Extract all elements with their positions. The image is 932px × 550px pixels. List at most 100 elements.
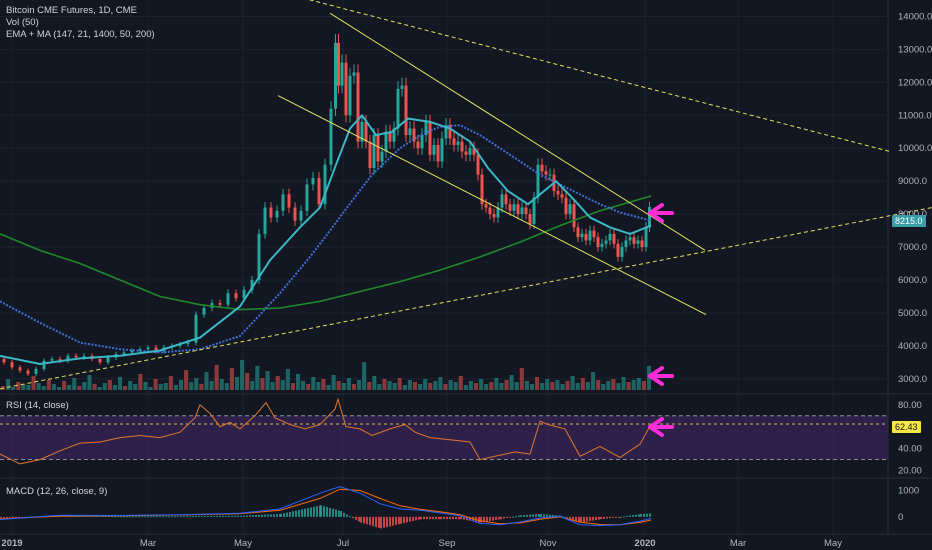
volume-bar bbox=[189, 382, 194, 390]
macd-pane[interactable] bbox=[0, 486, 652, 529]
price-tick-label: 6000.0 bbox=[898, 275, 927, 286]
rsi-pane[interactable] bbox=[0, 397, 888, 465]
price-tick-label: 10000.0 bbox=[898, 143, 932, 154]
candle-body bbox=[311, 177, 315, 185]
volume-bar bbox=[499, 383, 504, 390]
macd-histogram-bar bbox=[429, 516, 431, 520]
macd-histogram-bar bbox=[378, 516, 380, 528]
volume-bar bbox=[250, 381, 255, 390]
candle-body bbox=[424, 121, 428, 136]
pink-arrow-icon bbox=[648, 417, 674, 437]
macd-histogram-bar bbox=[380, 516, 382, 529]
macd-legend[interactable]: MACD (12, 26, close, 9) bbox=[6, 486, 108, 497]
volume-bar bbox=[529, 384, 535, 390]
macd-histogram-bar bbox=[452, 516, 454, 520]
candle-body bbox=[146, 347, 150, 350]
volume-bar bbox=[641, 381, 646, 390]
volume-bar bbox=[545, 379, 550, 390]
macd-histogram-bar bbox=[572, 516, 574, 520]
volume-bar bbox=[148, 387, 153, 390]
candle-body bbox=[226, 293, 230, 305]
candle-body bbox=[432, 144, 436, 155]
candle-body bbox=[484, 204, 488, 208]
macd-histogram-bar bbox=[535, 514, 537, 517]
macd-histogram-bar bbox=[392, 516, 394, 526]
time-axis[interactable]: 2019 Mar May Jul Sep Nov 2020 Mar May bbox=[1, 538, 842, 549]
volume-bar bbox=[270, 382, 275, 390]
volume-bar bbox=[560, 384, 565, 390]
volume-bar bbox=[443, 384, 448, 390]
ma-legend[interactable]: EMA + MA (147, 21, 1400, 50, 200) bbox=[6, 29, 155, 40]
macd-histogram-bar bbox=[346, 514, 348, 517]
volume-bar bbox=[21, 384, 26, 390]
volume-bar bbox=[463, 385, 468, 390]
candle-body bbox=[560, 194, 564, 198]
macd-histogram-bar bbox=[592, 516, 594, 521]
symbol-title[interactable]: Bitcoin CME Futures, 1D, CME bbox=[6, 5, 137, 16]
macd-histogram-bar bbox=[526, 514, 528, 517]
candle-body bbox=[2, 359, 6, 363]
macd-histogram-bar bbox=[538, 514, 540, 517]
macd-histogram-bar bbox=[552, 514, 554, 517]
volume-bar bbox=[321, 379, 326, 390]
macd-histogram-bar bbox=[343, 512, 345, 517]
rsi-tick-label: 80.00 bbox=[898, 400, 922, 411]
volume-bar bbox=[514, 382, 519, 390]
macd-histogram-bar bbox=[463, 516, 465, 520]
volume-bar bbox=[509, 375, 514, 390]
candle-body bbox=[74, 355, 78, 358]
macd-histogram-bar bbox=[329, 507, 331, 517]
volume-bar bbox=[362, 362, 367, 390]
rsi-legend[interactable]: RSI (14, close) bbox=[6, 400, 69, 411]
candle-body bbox=[488, 207, 492, 215]
volume-bar bbox=[275, 376, 280, 390]
price-tick-label: 13000.0 bbox=[898, 44, 932, 55]
pink-arrow-icon bbox=[648, 366, 674, 386]
macd-histogram-bar bbox=[249, 515, 251, 517]
macd-histogram-bar bbox=[3, 516, 5, 518]
candle-body bbox=[464, 151, 468, 155]
price-axis[interactable]: 14000.0 13000.0 12000.0 11000.0 10000.0 9000.… bbox=[898, 11, 932, 522]
macd-histogram-bar bbox=[0, 516, 2, 518]
candle-body bbox=[460, 141, 464, 152]
volume-legend[interactable]: Vol (50) bbox=[6, 17, 39, 28]
volume-bar bbox=[36, 383, 41, 390]
macd-histogram-bar bbox=[326, 507, 328, 517]
macd-histogram-bar bbox=[478, 516, 480, 523]
macd-histogram-bar bbox=[225, 515, 227, 517]
candle-body bbox=[376, 135, 380, 162]
candle-body bbox=[440, 138, 444, 162]
candle-body bbox=[556, 191, 560, 195]
macd-histogram-bar bbox=[638, 514, 640, 517]
macd-histogram-bar bbox=[270, 514, 272, 517]
macd-histogram-bar bbox=[492, 516, 494, 521]
time-tick-label: May bbox=[234, 538, 252, 549]
price-tick-label: 8000.0 bbox=[898, 209, 927, 220]
candle-body bbox=[624, 240, 628, 248]
macd-histogram-bar bbox=[295, 510, 297, 517]
candle-body bbox=[344, 62, 348, 116]
candle-body bbox=[584, 233, 588, 241]
volume-bar bbox=[341, 383, 346, 390]
candle-body bbox=[122, 352, 126, 355]
macd-histogram-bar bbox=[261, 514, 263, 517]
macd-histogram-bar bbox=[646, 513, 648, 517]
volume-bar bbox=[280, 380, 285, 390]
macd-histogram-bar bbox=[498, 516, 500, 520]
volume-bar bbox=[616, 383, 621, 390]
candle-body bbox=[528, 214, 532, 224]
macd-histogram-bar bbox=[338, 510, 340, 517]
candle-body bbox=[58, 359, 62, 361]
macd-histogram-bar bbox=[201, 516, 203, 518]
price-tick-label: 7000.0 bbox=[898, 242, 927, 253]
macd-histogram-bar bbox=[18, 516, 20, 518]
macd-histogram-bar bbox=[606, 516, 608, 519]
macd-histogram-bar bbox=[313, 506, 315, 517]
price-pane[interactable] bbox=[0, 0, 932, 390]
macd-histogram-bar bbox=[252, 515, 254, 517]
macd-histogram-bar bbox=[563, 516, 565, 518]
macd-histogram-bar bbox=[460, 516, 462, 520]
candle-body bbox=[34, 368, 38, 374]
rsi-tick-label: 40.00 bbox=[898, 444, 922, 455]
volume-bar bbox=[601, 384, 606, 390]
